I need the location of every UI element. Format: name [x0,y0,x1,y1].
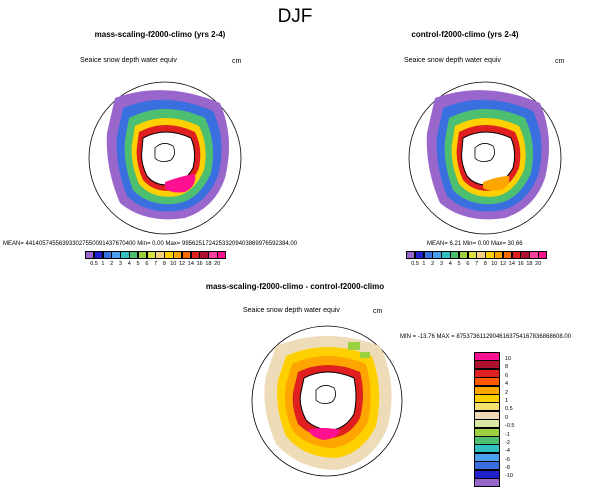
panel-2-map [408,81,562,235]
colorbar-label: 8 [162,261,166,267]
colorbar-label: 20 [214,261,221,267]
colorbar-label: 18 [526,261,533,267]
colorbar-label: 3 [439,261,443,267]
colorbar-swatch [537,251,548,259]
panel-1-title: mass-scaling-f2000-climo (yrs 2-4) [94,30,226,39]
colorbar-label: 7 [154,261,158,267]
colorbar-label: 1 [505,397,509,404]
panel-3-units: cm [373,308,383,315]
colorbar-label: 12 [178,261,186,267]
colorbar-label: 18 [205,261,212,267]
colorbar-label: 20 [535,261,542,267]
panel-2-variable: Seaice snow depth water equiv [404,57,501,64]
panel-1-variable: Seaice snow depth water equiv [80,57,177,64]
panel-2-stats: MEAN= 6.21 Min= 0.00 Max= 30.66 [427,241,523,247]
colorbar-label: -6 [505,456,510,463]
colorbar-label: 14 [187,261,194,267]
panel-3-title: mass-scaling-f2000-climo - control-f2000… [205,282,385,291]
colorbar-1-labels: 0.5 1 2 3 4 5 6 7 8 10 12 14 16 18 20 [85,261,222,267]
colorbar-label: 12 [499,261,507,267]
colorbar-label: 10 [491,261,498,267]
colorbar-label: 1 [101,261,105,267]
colorbar-label: 6 [145,261,149,267]
panel-1-units: cm [232,58,242,65]
colorbar-2-labels: 0.5 1 2 3 4 5 6 7 8 10 12 14 16 18 20 [406,261,543,267]
colorbar-label: 10 [505,356,512,362]
colorbar-label: 14 [508,261,515,267]
colorbar-label: 4 [448,261,452,267]
colorbar-label: 6 [505,372,509,379]
colorbar-label: 5 [457,261,461,267]
panel-2-title: control-f2000-climo (yrs 2-4) [411,30,519,39]
colorbar-label: 1 [422,261,426,267]
page-title: DJF [277,6,313,27]
colorbar-label: 7 [475,261,479,267]
panel-2-units: cm [555,58,565,65]
colorbar-label: 8 [483,261,487,267]
panel-1-map [88,81,242,235]
colorbar-label: 2 [110,261,114,267]
colorbar-label: 0.5 [90,261,98,267]
colorbar-diff [474,352,500,487]
panel-3-stats: MIN = -13.76 MAX = 875373611290461637541… [400,334,572,340]
colorbar-label: 0 [505,414,509,421]
colorbar-label: -4 [505,448,510,455]
colorbar-label: -10 [505,473,513,480]
colorbar-label: 10 [170,261,177,267]
colorbar-label: 4 [127,261,131,267]
colorbar-label: -2 [505,439,510,446]
colorbar-1 [85,251,227,259]
colorbar-label: 8 [505,364,509,371]
colorbar-label: -0.5 [505,423,515,430]
colorbar-label: 2 [431,261,435,267]
panel-3-map [251,325,403,477]
colorbar-label: 0.5 [505,406,513,413]
colorbar-swatch [474,478,500,487]
colorbar-label: 16 [196,261,203,267]
colorbar-label: 6 [466,261,470,267]
colorbar-swatch [216,251,227,259]
colorbar-label: 2 [505,389,509,396]
colorbar-2 [406,251,548,259]
panel-3-variable: Seaice snow depth water equiv [243,307,340,314]
colorbar-label: 5 [136,261,140,267]
colorbar-label: 16 [517,261,524,267]
colorbar-diff-labels: 10 8 6 4 2 1 0.5 0 -0.5 -1 -2 -4 -6 -8 -10 [505,355,514,481]
colorbar-label: 4 [505,381,509,388]
panel-1-stats: MEAN= 441405745563933027550091437670400 … [3,241,298,247]
colorbar-label: 3 [118,261,122,267]
colorbar-label: 0.5 [411,261,419,267]
colorbar-label: -1 [505,431,510,438]
colorbar-label: -8 [505,465,510,472]
